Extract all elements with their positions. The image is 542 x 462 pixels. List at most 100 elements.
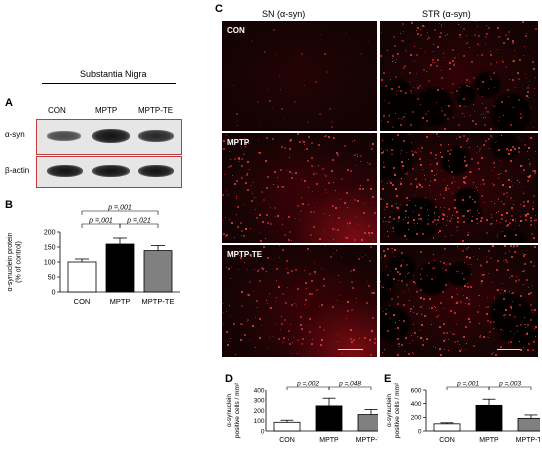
fluorescence-speck: [310, 211, 312, 213]
fluorescence-speck: [328, 182, 330, 184]
fluorescence-speck: [533, 265, 535, 267]
fluorescence-speck: [284, 234, 286, 236]
fluorescence-speck: [404, 65, 406, 67]
fluorescence-speck: [324, 213, 325, 214]
fluorescence-speck: [374, 338, 376, 340]
fluorescence-speck: [504, 290, 506, 292]
micrograph-sn-mptp-te: MPTP-TE: [222, 245, 377, 357]
fluorescence-speck: [520, 204, 521, 205]
fluorescence-speck: [430, 164, 431, 165]
fluorescence-speck: [222, 303, 223, 304]
fluorescence-speck: [347, 310, 349, 312]
fluorescence-speck: [511, 181, 512, 182]
band-bactin-mptp-te: [138, 165, 174, 177]
fluorescence-speck: [448, 144, 449, 145]
fluorescence-speck: [507, 38, 509, 40]
fluorescence-speck: [421, 147, 423, 149]
fluorescence-speck: [408, 289, 409, 290]
fluorescence-speck: [259, 214, 261, 216]
fluorescence-speck: [512, 146, 514, 148]
fluorescence-speck: [370, 133, 371, 134]
fluorescence-speck: [444, 114, 446, 116]
fluorescence-speck: [526, 333, 528, 335]
fluorescence-speck: [291, 177, 293, 179]
fluorescence-speck: [505, 309, 507, 311]
fluorescence-speck: [252, 325, 254, 327]
fluorescence-speck: [338, 275, 339, 276]
chart-d: 0 100 200 300 400 α-synuclein positive cells /…: [226, 381, 378, 444]
fluorescence-speck: [405, 92, 407, 94]
fluorescence-speck: [391, 298, 393, 300]
fluorescence-speck: [503, 42, 505, 44]
fluorescence-speck: [532, 170, 534, 172]
fluorescence-speck: [381, 120, 382, 121]
fluorescence-speck: [397, 207, 399, 209]
fluorescence-speck: [281, 186, 282, 187]
fluorescence-speck: [520, 117, 522, 119]
fluorescence-speck: [242, 324, 243, 325]
fluorescence-speck: [261, 267, 263, 269]
fluorescence-speck: [279, 257, 280, 258]
fluorescence-speck: [265, 160, 267, 162]
fluorescence-speck: [399, 273, 401, 275]
fluorescence-speck: [402, 40, 404, 42]
fluorescence-speck: [286, 170, 287, 171]
fluorescence-speck: [509, 222, 511, 224]
micrograph-sn-mptp: MPTP: [222, 133, 377, 243]
fluorescence-speck: [448, 339, 449, 340]
fluorescence-speck: [428, 219, 429, 220]
fluorescence-speck: [409, 81, 410, 82]
fluorescence-speck: [437, 89, 439, 91]
fluorescence-speck: [488, 88, 489, 89]
fluorescence-speck: [269, 100, 271, 102]
fluorescence-speck: [385, 221, 386, 222]
fluorescence-speck: [245, 182, 247, 184]
chart-e: 0 200 400 600 α-synuclein positive cells / mm…: [386, 381, 540, 444]
fluorescence-speck: [407, 172, 408, 173]
fluorescence-speck: [383, 72, 385, 74]
fluorescence-speck: [497, 289, 499, 291]
fluorescence-speck: [395, 62, 396, 63]
category-label: CON: [279, 437, 295, 444]
fluorescence-speck: [418, 218, 420, 220]
fluorescence-speck: [337, 334, 338, 335]
fluorescence-speck: [434, 175, 435, 176]
fluorescence-speck: [507, 269, 509, 271]
fluorescence-speck: [465, 176, 467, 178]
fluorescence-speck: [414, 332, 416, 334]
fluorescence-speck: [466, 297, 468, 299]
fluorescence-speck: [514, 148, 516, 150]
fluorescence-speck: [439, 348, 441, 350]
fluorescence-speck: [494, 106, 495, 107]
significance-bracket: [119, 223, 159, 228]
fluorescence-speck: [411, 93, 412, 94]
fluorescence-speck: [440, 32, 442, 34]
fluorescence-speck: [354, 154, 356, 156]
fluorescence-speck: [253, 70, 254, 71]
fluorescence-speck: [508, 150, 509, 151]
fluorescence-speck: [456, 271, 457, 272]
fluorescence-speck: [492, 245, 494, 247]
fluorescence-speck: [358, 258, 360, 260]
fluorescence-speck: [236, 113, 238, 115]
fluorescence-speck: [452, 49, 454, 51]
fluorescence-speck: [251, 40, 253, 42]
fluorescence-speck: [360, 155, 362, 157]
micrograph-str-con: [380, 21, 538, 131]
fluorescence-speck: [383, 199, 384, 200]
micrograph-str-mptp-te: [380, 245, 538, 357]
fluorescence-speck: [499, 117, 500, 118]
fluorescence-speck: [295, 172, 297, 174]
fluorescence-speck: [403, 31, 404, 32]
fluorescence-speck: [301, 328, 303, 330]
fluorescence-speck: [534, 340, 535, 341]
fluorescence-speck: [309, 293, 311, 295]
fluorescence-speck: [275, 301, 276, 302]
fluorescence-speck: [384, 100, 385, 101]
fluorescence-speck: [249, 169, 250, 170]
fluorescence-speck: [447, 185, 448, 186]
fluorescence-speck: [351, 309, 353, 311]
fluorescence-speck: [348, 57, 349, 58]
fluorescence-speck: [443, 197, 445, 199]
fluorescence-speck: [508, 31, 510, 33]
